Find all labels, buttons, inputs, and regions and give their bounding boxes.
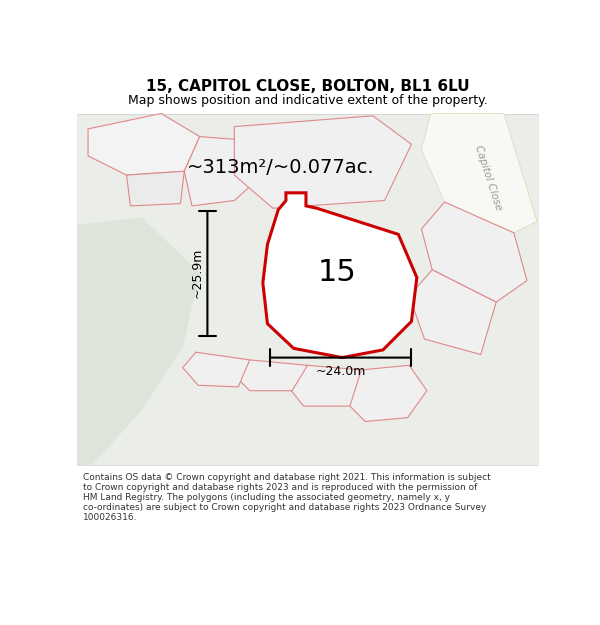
Text: co-ordinates) are subject to Crown copyright and database rights 2023 Ordnance S: co-ordinates) are subject to Crown copyr… — [83, 503, 486, 512]
FancyBboxPatch shape — [77, 466, 539, 556]
Polygon shape — [409, 270, 496, 354]
Text: to Crown copyright and database rights 2023 and is reproduced with the permissio: to Crown copyright and database rights 2… — [83, 483, 477, 492]
Polygon shape — [263, 192, 417, 358]
Polygon shape — [421, 202, 527, 302]
Text: ~25.9m: ~25.9m — [191, 248, 203, 299]
Polygon shape — [235, 360, 308, 391]
Text: Capitol Close: Capitol Close — [473, 144, 504, 211]
Polygon shape — [346, 365, 427, 421]
Text: Map shows position and indicative extent of the property.: Map shows position and indicative extent… — [128, 94, 487, 107]
Polygon shape — [288, 365, 361, 406]
Polygon shape — [271, 198, 389, 339]
Text: ~24.0m: ~24.0m — [316, 365, 366, 378]
Polygon shape — [88, 114, 200, 175]
Text: 15: 15 — [317, 258, 356, 288]
Text: Contains OS data © Crown copyright and database right 2021. This information is : Contains OS data © Crown copyright and d… — [83, 473, 490, 482]
Text: 15, CAPITOL CLOSE, BOLTON, BL1 6LU: 15, CAPITOL CLOSE, BOLTON, BL1 6LU — [146, 79, 469, 94]
Polygon shape — [127, 171, 184, 206]
Text: 100026316.: 100026316. — [83, 513, 137, 522]
FancyBboxPatch shape — [77, 114, 539, 466]
Polygon shape — [184, 137, 265, 206]
Polygon shape — [421, 114, 537, 233]
Text: ~313m²/~0.077ac.: ~313m²/~0.077ac. — [187, 158, 374, 177]
FancyBboxPatch shape — [77, 75, 539, 114]
Text: HM Land Registry. The polygons (including the associated geometry, namely x, y: HM Land Registry. The polygons (includin… — [83, 493, 449, 502]
Polygon shape — [235, 116, 412, 208]
Polygon shape — [77, 217, 200, 466]
Polygon shape — [183, 352, 250, 387]
